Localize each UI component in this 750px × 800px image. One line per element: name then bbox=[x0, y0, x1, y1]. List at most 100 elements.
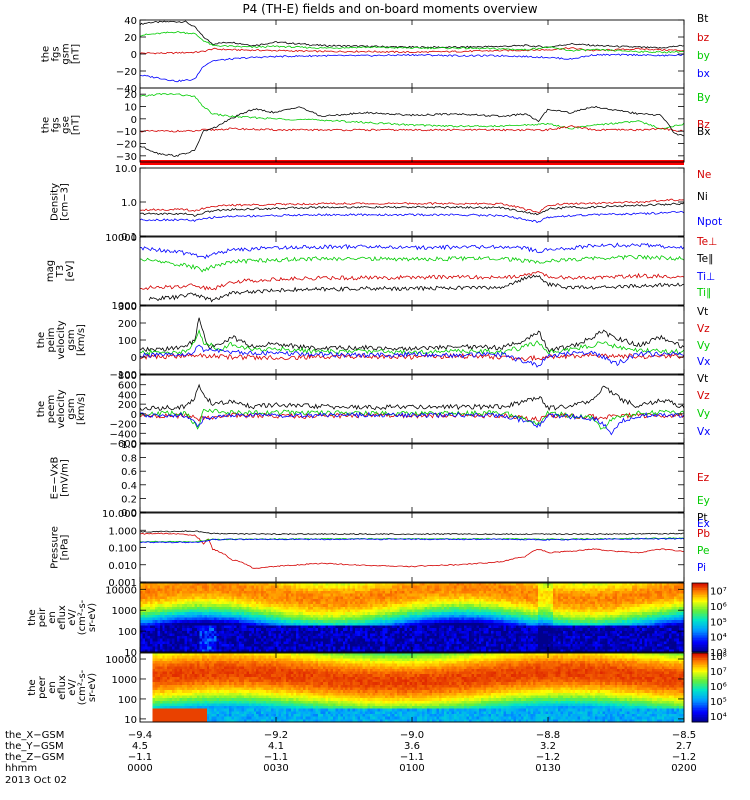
heatmap-cell bbox=[229, 606, 233, 611]
heatmap-cell bbox=[523, 596, 527, 600]
heatmap-cell bbox=[587, 636, 591, 640]
heatmap-cell bbox=[347, 593, 351, 597]
heatmap-cell bbox=[518, 646, 522, 650]
heatmap-cell bbox=[587, 606, 591, 611]
heatmap-cell bbox=[186, 588, 191, 592]
heatmap-cell bbox=[513, 644, 517, 648]
heatmap-cell bbox=[226, 612, 230, 616]
heatmap-cell bbox=[404, 625, 408, 629]
heatmap-cell bbox=[404, 617, 408, 621]
heatmap-cell bbox=[149, 609, 153, 613]
heatmap-cell bbox=[327, 630, 331, 635]
heatmap-cell bbox=[451, 609, 455, 613]
heatmap-cell bbox=[389, 638, 393, 642]
heatmap-cell bbox=[429, 646, 433, 650]
heatmap-cell bbox=[179, 601, 183, 605]
heatmap-cell bbox=[419, 593, 423, 597]
heatmap-cell bbox=[253, 598, 257, 603]
heatmap-cell bbox=[345, 622, 349, 627]
heatmap-cell bbox=[520, 601, 524, 605]
heatmap-cell bbox=[533, 598, 537, 603]
heatmap-cell bbox=[211, 636, 215, 640]
heatmap-cell bbox=[238, 596, 242, 600]
heatmap-cell bbox=[572, 649, 576, 653]
heatmap-cell bbox=[508, 620, 512, 624]
heatmap-cell bbox=[535, 614, 539, 619]
heatmap-cell bbox=[345, 588, 349, 592]
heatmap-cell bbox=[402, 628, 406, 632]
heatmap-cell bbox=[421, 604, 425, 608]
heatmap-cell bbox=[303, 641, 307, 645]
heatmap-cell bbox=[241, 583, 245, 587]
heatmap-cell bbox=[201, 609, 205, 613]
heatmap-cell bbox=[322, 612, 327, 616]
heatmap-cell bbox=[194, 593, 198, 597]
heatmap-cell bbox=[258, 641, 262, 645]
heatmap-cell bbox=[219, 604, 223, 608]
heatmap-cell bbox=[439, 641, 443, 645]
heatmap-cell bbox=[206, 609, 210, 613]
heatmap-cell bbox=[402, 604, 406, 608]
heatmap-cell bbox=[172, 612, 176, 616]
heatmap-cell bbox=[144, 644, 149, 648]
heatmap-cell bbox=[538, 649, 542, 653]
heatmap-cell bbox=[473, 614, 477, 619]
heatmap-cell bbox=[285, 620, 289, 624]
heatmap-cell bbox=[147, 646, 151, 650]
heatmap-cell bbox=[293, 649, 297, 653]
heatmap-cell bbox=[194, 596, 198, 600]
heatmap-cell bbox=[397, 583, 401, 587]
heatmap-cell bbox=[508, 644, 512, 648]
heatmap-cell bbox=[587, 646, 591, 650]
heatmap-cell bbox=[231, 628, 235, 632]
heatmap-cell bbox=[318, 601, 322, 605]
heatmap-cell bbox=[587, 622, 591, 627]
heatmap-cell bbox=[402, 606, 406, 611]
heatmap-cell bbox=[256, 590, 260, 595]
heatmap-cell bbox=[310, 583, 314, 587]
heatmap-cell bbox=[189, 644, 193, 648]
heatmap-cell bbox=[347, 614, 351, 619]
heatmap-cell bbox=[377, 583, 381, 587]
heatmap-cell bbox=[140, 617, 144, 621]
heatmap-cell bbox=[572, 622, 576, 627]
heatmap-cell bbox=[308, 593, 312, 597]
heatmap-cell bbox=[599, 585, 603, 589]
heatmap-cell bbox=[238, 644, 242, 648]
heatmap-cell bbox=[520, 641, 524, 645]
heatmap-cell bbox=[174, 596, 178, 600]
heatmap-cell bbox=[590, 614, 594, 619]
heatmap-cell bbox=[530, 617, 534, 621]
heatmap-cell bbox=[431, 593, 435, 597]
heatmap-cell bbox=[570, 612, 574, 616]
heatmap-cell bbox=[592, 593, 596, 597]
heatmap-cell bbox=[382, 612, 386, 616]
heatmap-cell bbox=[431, 638, 435, 642]
heatmap-cell bbox=[533, 638, 537, 642]
heatmap-cell bbox=[550, 638, 554, 642]
heatmap-cell bbox=[362, 644, 366, 648]
heatmap-cell bbox=[367, 646, 371, 650]
heatmap-cell bbox=[149, 628, 153, 632]
heatmap-cell bbox=[243, 596, 247, 600]
heatmap-cell bbox=[562, 617, 566, 621]
heatmap-cell bbox=[612, 630, 616, 635]
heatmap-cell bbox=[604, 638, 608, 642]
heatmap-cell bbox=[201, 590, 205, 595]
heatmap-cell bbox=[594, 593, 599, 597]
heatmap-cell bbox=[404, 612, 408, 616]
heatmap-cell bbox=[421, 583, 425, 587]
heatmap-cell bbox=[236, 636, 240, 640]
heatmap-cell bbox=[298, 638, 302, 642]
heatmap-cell bbox=[412, 620, 416, 624]
heatmap-cell bbox=[585, 628, 589, 632]
heatmap-cell bbox=[352, 596, 356, 600]
heatmap-cell bbox=[142, 598, 146, 603]
heatmap-cell bbox=[439, 620, 443, 624]
heatmap-cell bbox=[325, 593, 329, 597]
heatmap-cell bbox=[308, 649, 312, 653]
heatmap-cell bbox=[486, 601, 490, 605]
heatmap-cell bbox=[268, 638, 272, 642]
heatmap-cell bbox=[431, 644, 435, 648]
heatmap-cell bbox=[177, 601, 181, 605]
